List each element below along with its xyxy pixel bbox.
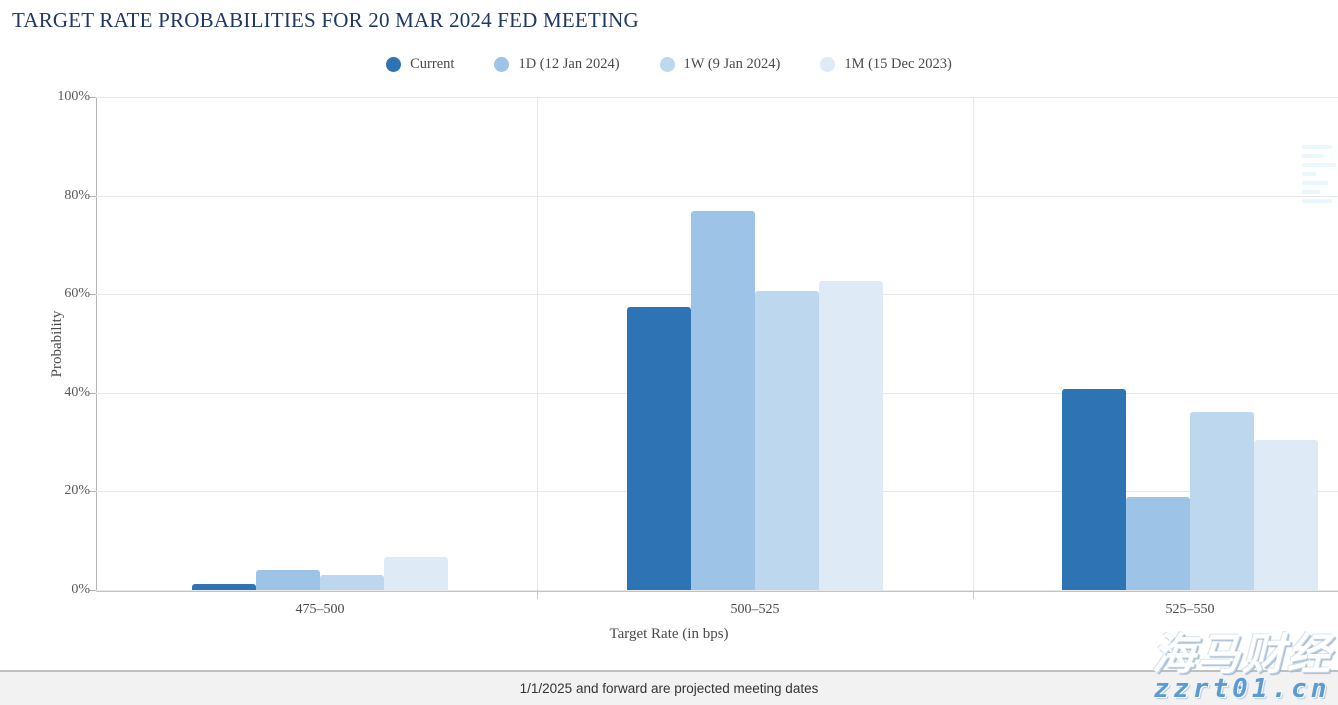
bar[interactable] [1254, 440, 1318, 590]
legend-item[interactable]: 1D (12 Jan 2024) [494, 56, 620, 73]
legend-swatch-icon [659, 57, 675, 72]
y-tick-mark [89, 195, 96, 197]
legend-item[interactable]: 1M (15 Dec 2023) [820, 56, 952, 73]
footer-bar: 1/1/2025 and forward are projected meeti… [0, 670, 1338, 705]
y-gridline [96, 195, 1338, 197]
x-tick-mark [537, 590, 538, 599]
x-gridline [537, 97, 538, 590]
footer-note: 1/1/2025 and forward are projected meeti… [519, 681, 819, 696]
y-tick-mark [89, 392, 96, 394]
bar[interactable] [1190, 412, 1254, 590]
legend-label: 1M (15 Dec 2023) [844, 56, 952, 72]
y-tick-label: 40% [64, 384, 90, 400]
y-tick-mark [89, 491, 96, 493]
legend-label: 1W (9 Jan 2024) [683, 56, 781, 72]
bar[interactable] [1126, 496, 1190, 590]
legend-item[interactable]: Current [386, 56, 454, 73]
chart-legend: Current 1D (12 Jan 2024) 1W (9 Jan 2024) 1M… [0, 56, 1338, 73]
legend-label: Current [410, 56, 455, 72]
bar[interactable] [627, 307, 691, 590]
y-axis-line [96, 97, 97, 590]
y-tick-mark [89, 294, 96, 296]
edge-artifact [1302, 145, 1338, 203]
bar[interactable] [755, 291, 819, 590]
x-tick-label: 500–525 [730, 602, 780, 617]
bar[interactable] [256, 570, 320, 590]
y-tick-label: 0% [71, 582, 90, 597]
bar[interactable] [320, 575, 384, 590]
y-axis-label: Probability [48, 310, 65, 377]
x-axis-line [96, 590, 1338, 592]
y-tick-label: 80% [64, 187, 90, 203]
bar-group [627, 97, 883, 590]
bar[interactable] [819, 280, 883, 590]
y-tick-label: 100% [57, 89, 90, 104]
x-tick-label: 525–550 [1165, 602, 1215, 617]
bar-group [1062, 97, 1318, 590]
page-title: TARGET RATE PROBABILITIES FOR 20 MAR 202… [12, 8, 639, 32]
x-gridline [973, 97, 974, 590]
legend-item[interactable]: 1W (9 Jan 2024) [659, 56, 781, 73]
bar[interactable] [384, 557, 448, 590]
y-tick-label: 60% [64, 286, 90, 302]
legend-swatch-icon [494, 57, 510, 72]
legend-swatch-icon [820, 57, 836, 72]
bar[interactable] [1062, 388, 1126, 590]
bar-group [192, 97, 448, 590]
y-tick-label: 20% [64, 483, 90, 499]
y-tick-mark [89, 97, 96, 98]
legend-label: 1D (12 Jan 2024) [518, 56, 620, 72]
y-gridline [96, 97, 1338, 98]
y-tick-mark [89, 590, 96, 591]
y-gridline [96, 590, 1338, 591]
x-tick-label: 475–500 [295, 602, 345, 617]
x-axis-label: Target Rate (in bps) [609, 626, 729, 642]
plot-area: Probability 0% 20% 40% 60% 80% 100% [49, 89, 1338, 599]
bar[interactable] [691, 210, 755, 590]
bar[interactable] [192, 584, 256, 590]
x-tick-mark [973, 590, 974, 599]
legend-swatch-icon [386, 57, 402, 72]
